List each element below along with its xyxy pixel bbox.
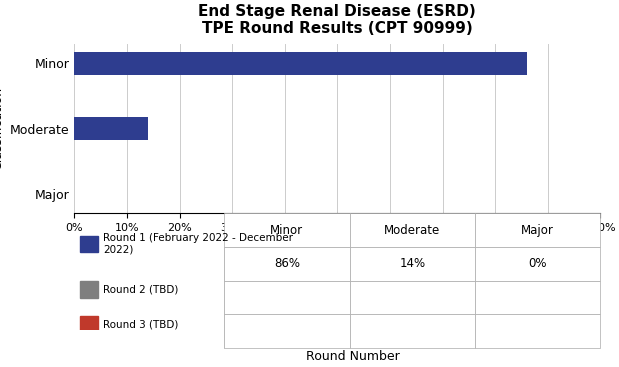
- FancyBboxPatch shape: [79, 236, 98, 252]
- Title: End Stage Renal Disease (ESRD)
TPE Round Results (CPT 90999): End Stage Renal Disease (ESRD) TPE Round…: [199, 4, 476, 36]
- Y-axis label: Classification: Classification: [0, 87, 4, 170]
- FancyBboxPatch shape: [79, 281, 98, 298]
- Text: Round 2 (TBD): Round 2 (TBD): [103, 284, 179, 294]
- Text: Round Number: Round Number: [306, 350, 400, 363]
- Bar: [74, 52, 527, 75]
- Text: Round 1 (February 2022 - December
2022): Round 1 (February 2022 - December 2022): [103, 233, 293, 255]
- Text: Round 3 (TBD): Round 3 (TBD): [103, 319, 179, 330]
- FancyBboxPatch shape: [79, 316, 98, 333]
- Bar: [74, 117, 148, 140]
